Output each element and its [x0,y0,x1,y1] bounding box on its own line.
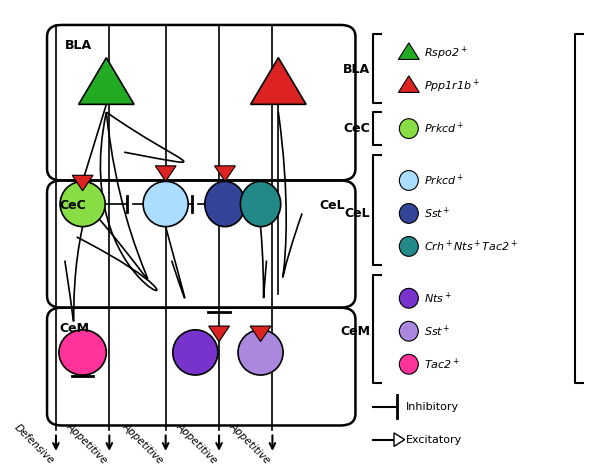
Text: Inhibitory: Inhibitory [406,401,459,411]
Polygon shape [398,76,419,92]
Ellipse shape [400,237,418,256]
Ellipse shape [400,288,418,308]
Ellipse shape [59,330,106,375]
Text: Sst$^+$: Sst$^+$ [424,324,450,339]
Text: CeM: CeM [340,325,370,338]
Ellipse shape [400,321,418,341]
Ellipse shape [143,182,188,227]
Polygon shape [79,58,134,104]
Polygon shape [215,166,235,182]
Text: Nts$^+$: Nts$^+$ [424,291,451,306]
Text: CeC: CeC [344,122,370,135]
Polygon shape [251,58,306,104]
Text: Appetitive: Appetitive [65,421,109,465]
Text: Prkcd$^+$: Prkcd$^+$ [424,173,464,188]
Text: CeM: CeM [59,322,89,335]
Ellipse shape [400,171,418,191]
Text: Ppp1r1b$^+$: Ppp1r1b$^+$ [424,78,479,95]
Text: BLA: BLA [65,39,92,52]
Text: Sst$^+$: Sst$^+$ [424,206,450,221]
Polygon shape [72,175,93,191]
Text: Defensive: Defensive [12,422,56,465]
Text: BLA: BLA [343,63,370,76]
Text: CeC: CeC [59,199,86,212]
Text: Appetitive: Appetitive [227,421,272,465]
Text: Excitatory: Excitatory [406,435,462,445]
Text: CeL: CeL [344,207,370,220]
Text: Crh$^+$Nts$^+$Tac2$^+$: Crh$^+$Nts$^+$Tac2$^+$ [424,239,517,254]
Ellipse shape [238,330,283,375]
Ellipse shape [60,182,105,227]
Polygon shape [155,166,176,182]
Ellipse shape [400,355,418,374]
Text: Rspo2$^+$: Rspo2$^+$ [424,45,467,62]
Ellipse shape [205,182,245,227]
Text: Appetitive: Appetitive [175,421,219,465]
Ellipse shape [400,118,418,138]
Text: Tac2$^+$: Tac2$^+$ [424,356,460,372]
Text: CeL: CeL [320,199,346,212]
Polygon shape [398,43,419,59]
Ellipse shape [400,203,418,223]
Ellipse shape [241,182,281,227]
Polygon shape [394,433,404,447]
Polygon shape [209,326,229,342]
Text: Prkcd$^+$: Prkcd$^+$ [424,121,464,136]
Text: Appetitive: Appetitive [121,421,166,465]
Polygon shape [250,326,271,342]
Ellipse shape [173,330,218,375]
